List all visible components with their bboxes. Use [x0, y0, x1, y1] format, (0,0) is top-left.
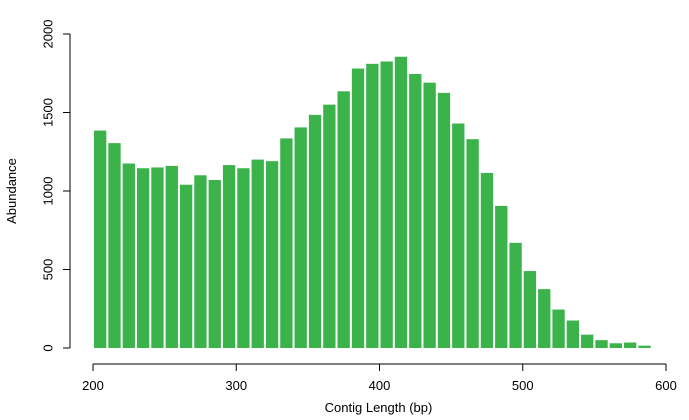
bar-10 — [237, 168, 250, 348]
bar-31 — [538, 289, 551, 349]
bar-3 — [136, 168, 150, 348]
x-axis-title: Contig Length (bp) — [325, 400, 433, 415]
bar-9 — [222, 165, 236, 348]
bar-16 — [323, 104, 336, 349]
x-tick-label-4: 600 — [655, 378, 677, 393]
bar-7 — [194, 175, 207, 348]
y-tick-label-4: 2000 — [41, 20, 56, 49]
bars-group — [94, 56, 651, 349]
x-tick-label-1: 300 — [225, 378, 247, 393]
bar-1 — [108, 143, 121, 348]
bar-0 — [94, 130, 107, 348]
y-axis-title: Abundance — [4, 158, 19, 224]
bar-19 — [366, 63, 379, 348]
bar-15 — [308, 114, 322, 348]
y-tick-label-2: 1000 — [41, 177, 56, 206]
bar-26 — [466, 139, 479, 348]
bar-35 — [595, 340, 608, 348]
bar-36 — [609, 343, 623, 348]
bar-6 — [179, 184, 193, 348]
bar-2 — [122, 163, 135, 348]
bar-37 — [624, 342, 637, 348]
y-tick-label-3: 1500 — [41, 98, 56, 127]
bar-17 — [337, 91, 350, 348]
x-axis-ticks: 200 300 400 500 600 — [82, 364, 677, 393]
y-tick-label-0: 0 — [41, 344, 56, 351]
bar-25 — [452, 123, 465, 349]
x-tick-label-3: 500 — [512, 378, 534, 393]
bar-18 — [351, 68, 365, 348]
x-tick-label-2: 400 — [369, 378, 391, 393]
bar-14 — [294, 127, 307, 348]
bar-12 — [265, 161, 279, 348]
bar-20 — [380, 61, 393, 348]
bar-23 — [423, 82, 436, 349]
bar-38 — [638, 345, 651, 348]
bar-29 — [509, 242, 522, 348]
bar-24 — [437, 92, 451, 349]
bar-8 — [208, 180, 221, 348]
bar-5 — [165, 165, 178, 348]
y-axis-ticks: 0 500 1000 1500 2000 — [41, 20, 70, 352]
bar-22 — [409, 74, 422, 348]
bar-30 — [523, 271, 537, 348]
bar-34 — [581, 334, 594, 348]
bar-32 — [552, 309, 565, 348]
bar-11 — [251, 159, 264, 348]
bar-33 — [566, 320, 580, 348]
x-tick-label-0: 200 — [82, 378, 104, 393]
bar-28 — [495, 205, 508, 348]
bar-27 — [480, 172, 494, 348]
bar-13 — [280, 138, 293, 348]
bar-4 — [151, 167, 164, 348]
y-tick-label-1: 500 — [41, 259, 56, 281]
bar-21 — [394, 56, 408, 348]
